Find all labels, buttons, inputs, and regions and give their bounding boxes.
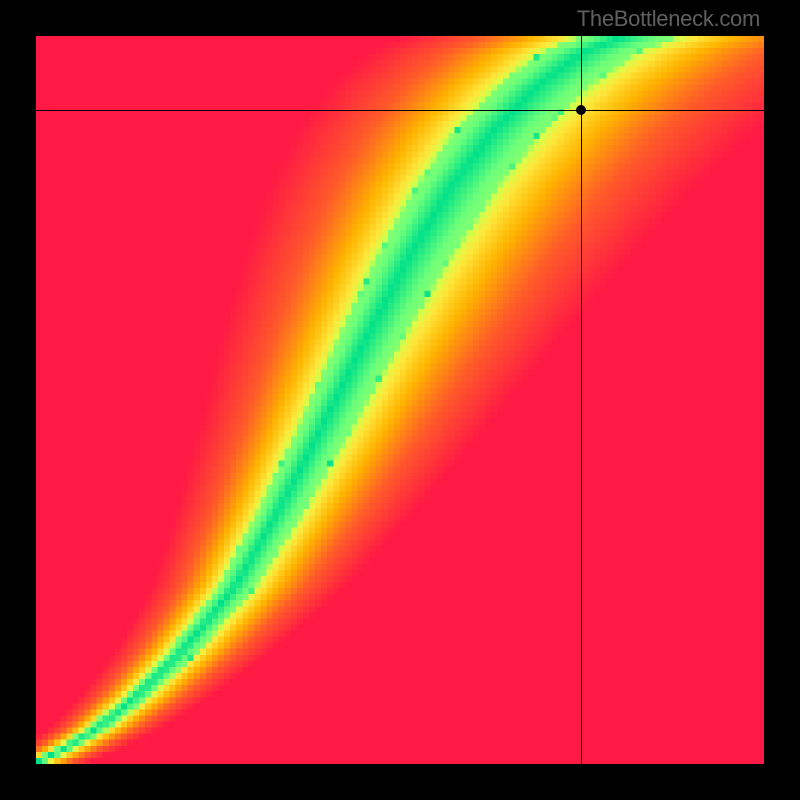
- heatmap-canvas: [36, 36, 764, 764]
- crosshair-horizontal: [36, 110, 764, 111]
- crosshair-vertical: [581, 36, 582, 764]
- crosshair-marker: [576, 105, 586, 115]
- heatmap-plot: [36, 36, 764, 764]
- figure-root: TheBottleneck.com: [0, 0, 800, 800]
- watermark-label: TheBottleneck.com: [577, 6, 760, 32]
